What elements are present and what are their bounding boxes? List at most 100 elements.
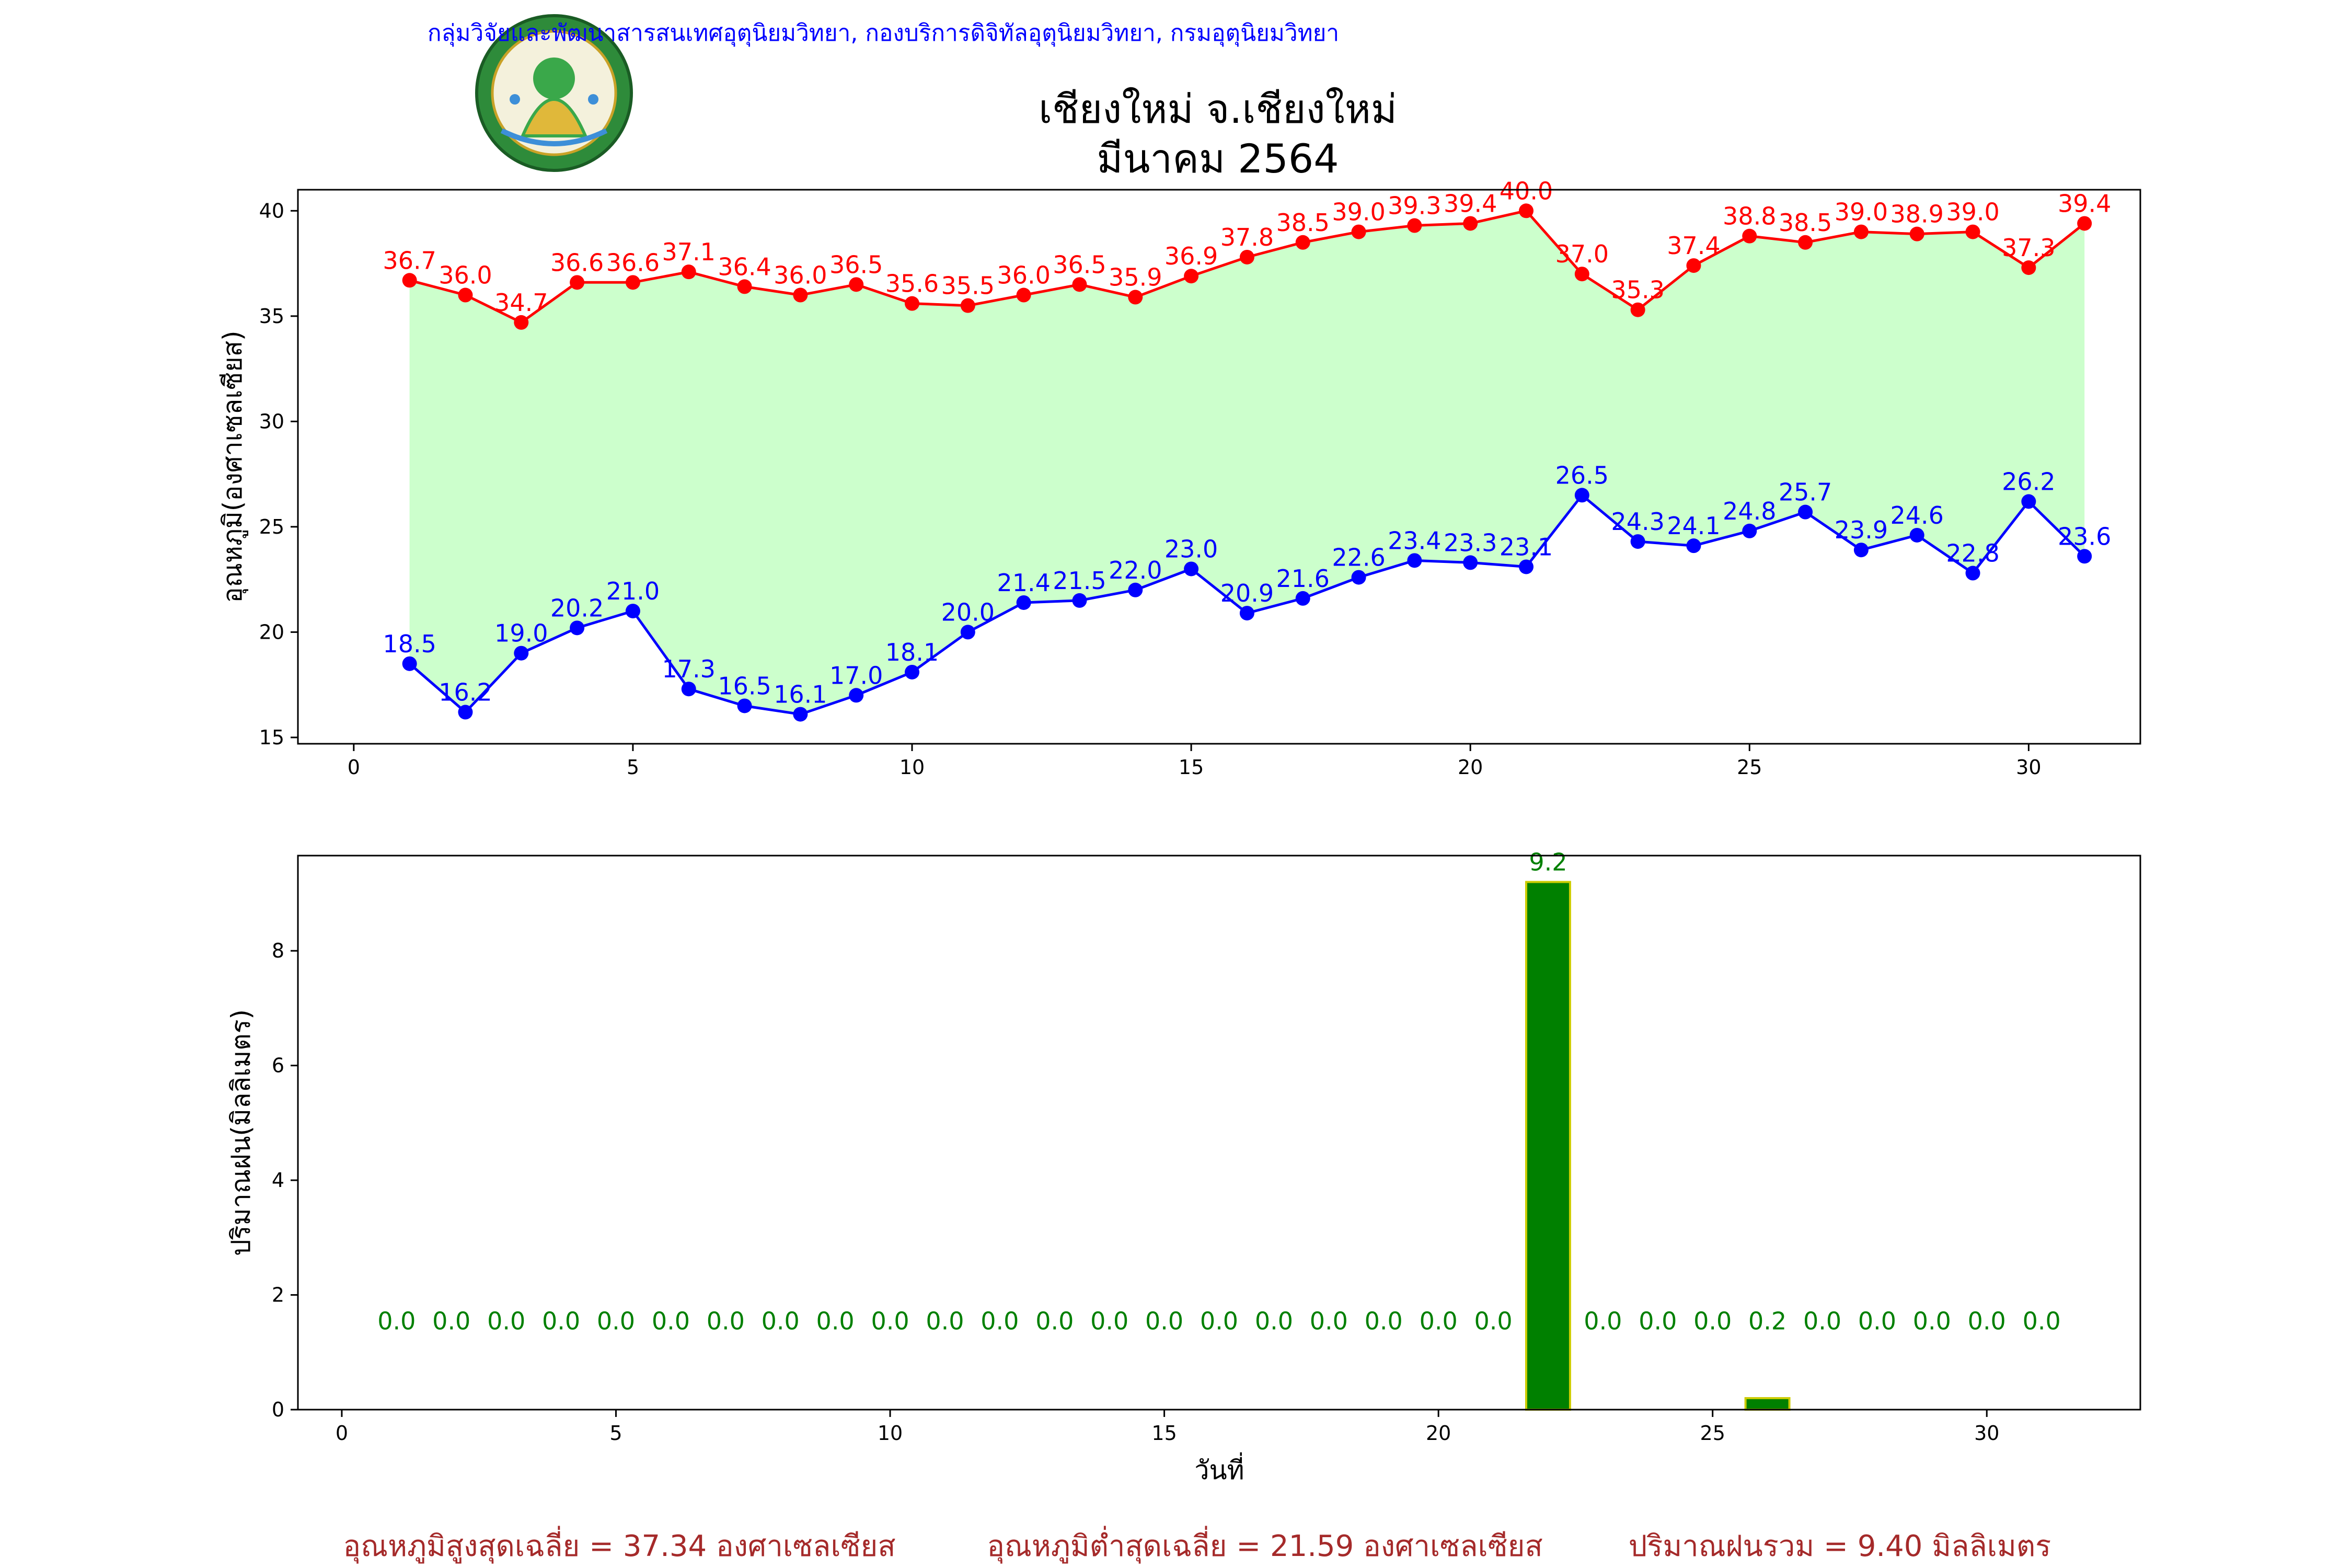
min-temperature-point [458,705,473,720]
temperature-x-tick-label: 15 [1179,756,1204,779]
max-temperature-point [1574,267,1589,282]
max-temperature-point [1630,302,1645,317]
min-temperature-point [737,698,752,713]
average-min-temperature: อุณหภูมิต่ำสุดเฉลี่ย = 21.59 องศาเซลเซีย… [987,1526,1542,1564]
max-temperature-value-label: 36.0 [997,261,1050,290]
rainfall-value-label: 0.0 [1145,1307,1183,1335]
temperature-x-tick-label: 30 [2016,756,2041,779]
rainfall-value-label: 0.0 [871,1307,909,1335]
min-temperature-value-label: 20.0 [941,598,995,626]
min-temperature-point [1072,593,1087,608]
min-temperature-value-label: 22.6 [1332,544,1385,572]
min-temperature-value-label: 26.5 [1555,461,1609,489]
min-temperature-value-label: 23.3 [1444,528,1497,557]
min-temperature-point [1128,582,1143,597]
min-temperature-point [1239,606,1254,621]
total-rainfall: ปริมาณฝนรวม = 9.40 มิลลิเมตร [1629,1529,2051,1563]
min-temperature-point [570,620,585,636]
rainfall-value-label: 0.0 [707,1307,745,1335]
rainfall-value-label: 0.0 [652,1307,690,1335]
min-temperature-point [1407,553,1422,568]
min-temperature-point [1742,523,1757,538]
min-temperature-value-label: 21.5 [1053,567,1106,595]
rainfall-value-label: 0.0 [1255,1307,1293,1335]
min-temperature-value-label: 21.4 [997,569,1050,597]
rainfall-axes: 0 5 10 15 20 25 30 0 2 4 6 8 [272,939,2000,1445]
temperature-y-tick-label: 15 [259,726,284,749]
min-temperature-point [960,625,975,640]
rainfall-x-tick-label: 15 [1151,1422,1177,1445]
temperature-axes: 0 5 10 15 20 25 30 15 20 25 30 35 40 [259,199,2042,779]
temperature-plot-frame [297,189,2141,745]
rainfall-value-label: 0.0 [432,1307,470,1335]
rainfall-value-label: 0.0 [2023,1307,2061,1335]
rainfall-value-label: 0.0 [1584,1307,1622,1335]
max-temperature-point [849,277,864,292]
temperature-y-tick-label: 40 [259,199,284,222]
temperature-y-tick-label: 35 [259,305,284,328]
min-temperature-point [1630,534,1645,549]
min-temperature-point [1184,561,1199,577]
max-temperature-point [625,275,640,290]
rainfall-data-labels: 0.0 0.0 0.0 0.0 0.0 0.0 0.0 0.0 0.0 0.0 0.0 0.0 0.0 0… [377,848,2060,1335]
rainfall-value-label: 0.0 [1639,1307,1677,1335]
temperature-x-tick-label: 10 [900,756,925,779]
min-temperature-value-label: 17.3 [662,655,716,683]
max-temperature-point [1295,235,1310,250]
min-temperature-point [681,682,696,697]
max-temperature-point [1463,216,1478,231]
max-temperature-value-label: 39.3 [1388,192,1441,220]
min-temperature-point [1519,559,1534,574]
max-temperature-value-label: 39.4 [1444,189,1497,217]
max-temperature-value-label: 36.5 [829,250,883,279]
rainfall-x-tick-label: 25 [1700,1422,1725,1445]
max-temperature-point [2077,216,2092,231]
min-temperature-value-label: 24.6 [1890,501,1944,529]
rainfall-value-label: 0.0 [1803,1307,1841,1335]
rainfall-value-label: 0.0 [1200,1307,1238,1335]
min-temperature-point [1965,566,1980,581]
max-temperature-value-label: 37.0 [1555,240,1609,268]
department-logo [475,14,633,172]
min-temperature-value-label: 21.0 [606,577,660,605]
min-temperature-value-label: 18.5 [383,630,436,658]
min-temperature-value-label: 24.1 [1667,512,1720,540]
temperature-y-tick-label: 25 [259,515,284,538]
min-temperature-value-label: 23.1 [1500,533,1553,561]
min-temperature-point [1574,488,1589,503]
min-temperature-point [1686,538,1701,554]
min-temperature-point [1463,555,1478,570]
min-temperature-point [1016,595,1031,610]
rainfall-value-label: 0.0 [1968,1307,2006,1335]
min-temperature-value-label: 23.9 [1835,516,1888,544]
max-temperature-value-label: 38.5 [1276,209,1330,237]
rainfall-x-axis-label: วันที่ [1194,1452,1244,1485]
average-max-temperature: อุณหภูมิสูงสุดเฉลี่ย = 37.34 องศาเซลเซีย… [343,1526,895,1564]
rainfall-bar [1525,881,1571,1411]
max-temperature-point [1965,224,1980,239]
max-temperature-point [458,287,473,303]
rainfall-y-tick-label: 0 [272,1398,284,1421]
min-temperature-value-label: 19.0 [494,619,548,648]
min-temperature-value-label: 24.3 [1611,508,1664,536]
min-temperature-value-label: 23.0 [1165,535,1218,563]
max-temperature-value-label: 39.0 [1946,198,1999,226]
rainfall-value-label: 9.2 [1529,848,1567,876]
rainfall-value-label: 0.0 [1474,1307,1512,1335]
min-temperature-value-label: 21.6 [1276,564,1330,593]
max-temperature-value-label: 36.0 [439,261,492,290]
max-temperature-point [1798,235,1813,250]
rainfall-value-label: 0.0 [926,1307,964,1335]
temperature-y-axis-label: อุณหภูมิ(องศาเซลเซียส) [217,330,248,603]
rainfall-x-tick-label: 0 [336,1422,348,1445]
max-temperature-point [737,279,752,294]
max-temperature-point [1016,287,1031,303]
min-temperature-value-label: 22.0 [1109,556,1162,584]
max-temperature-point [570,275,585,290]
max-temperature-point [793,287,808,303]
temperature-x-tick-label: 25 [1737,756,1762,779]
rainfall-x-tick-label: 30 [1974,1422,1999,1445]
max-temperature-point [1909,226,1924,241]
max-temperature-point [402,273,417,288]
